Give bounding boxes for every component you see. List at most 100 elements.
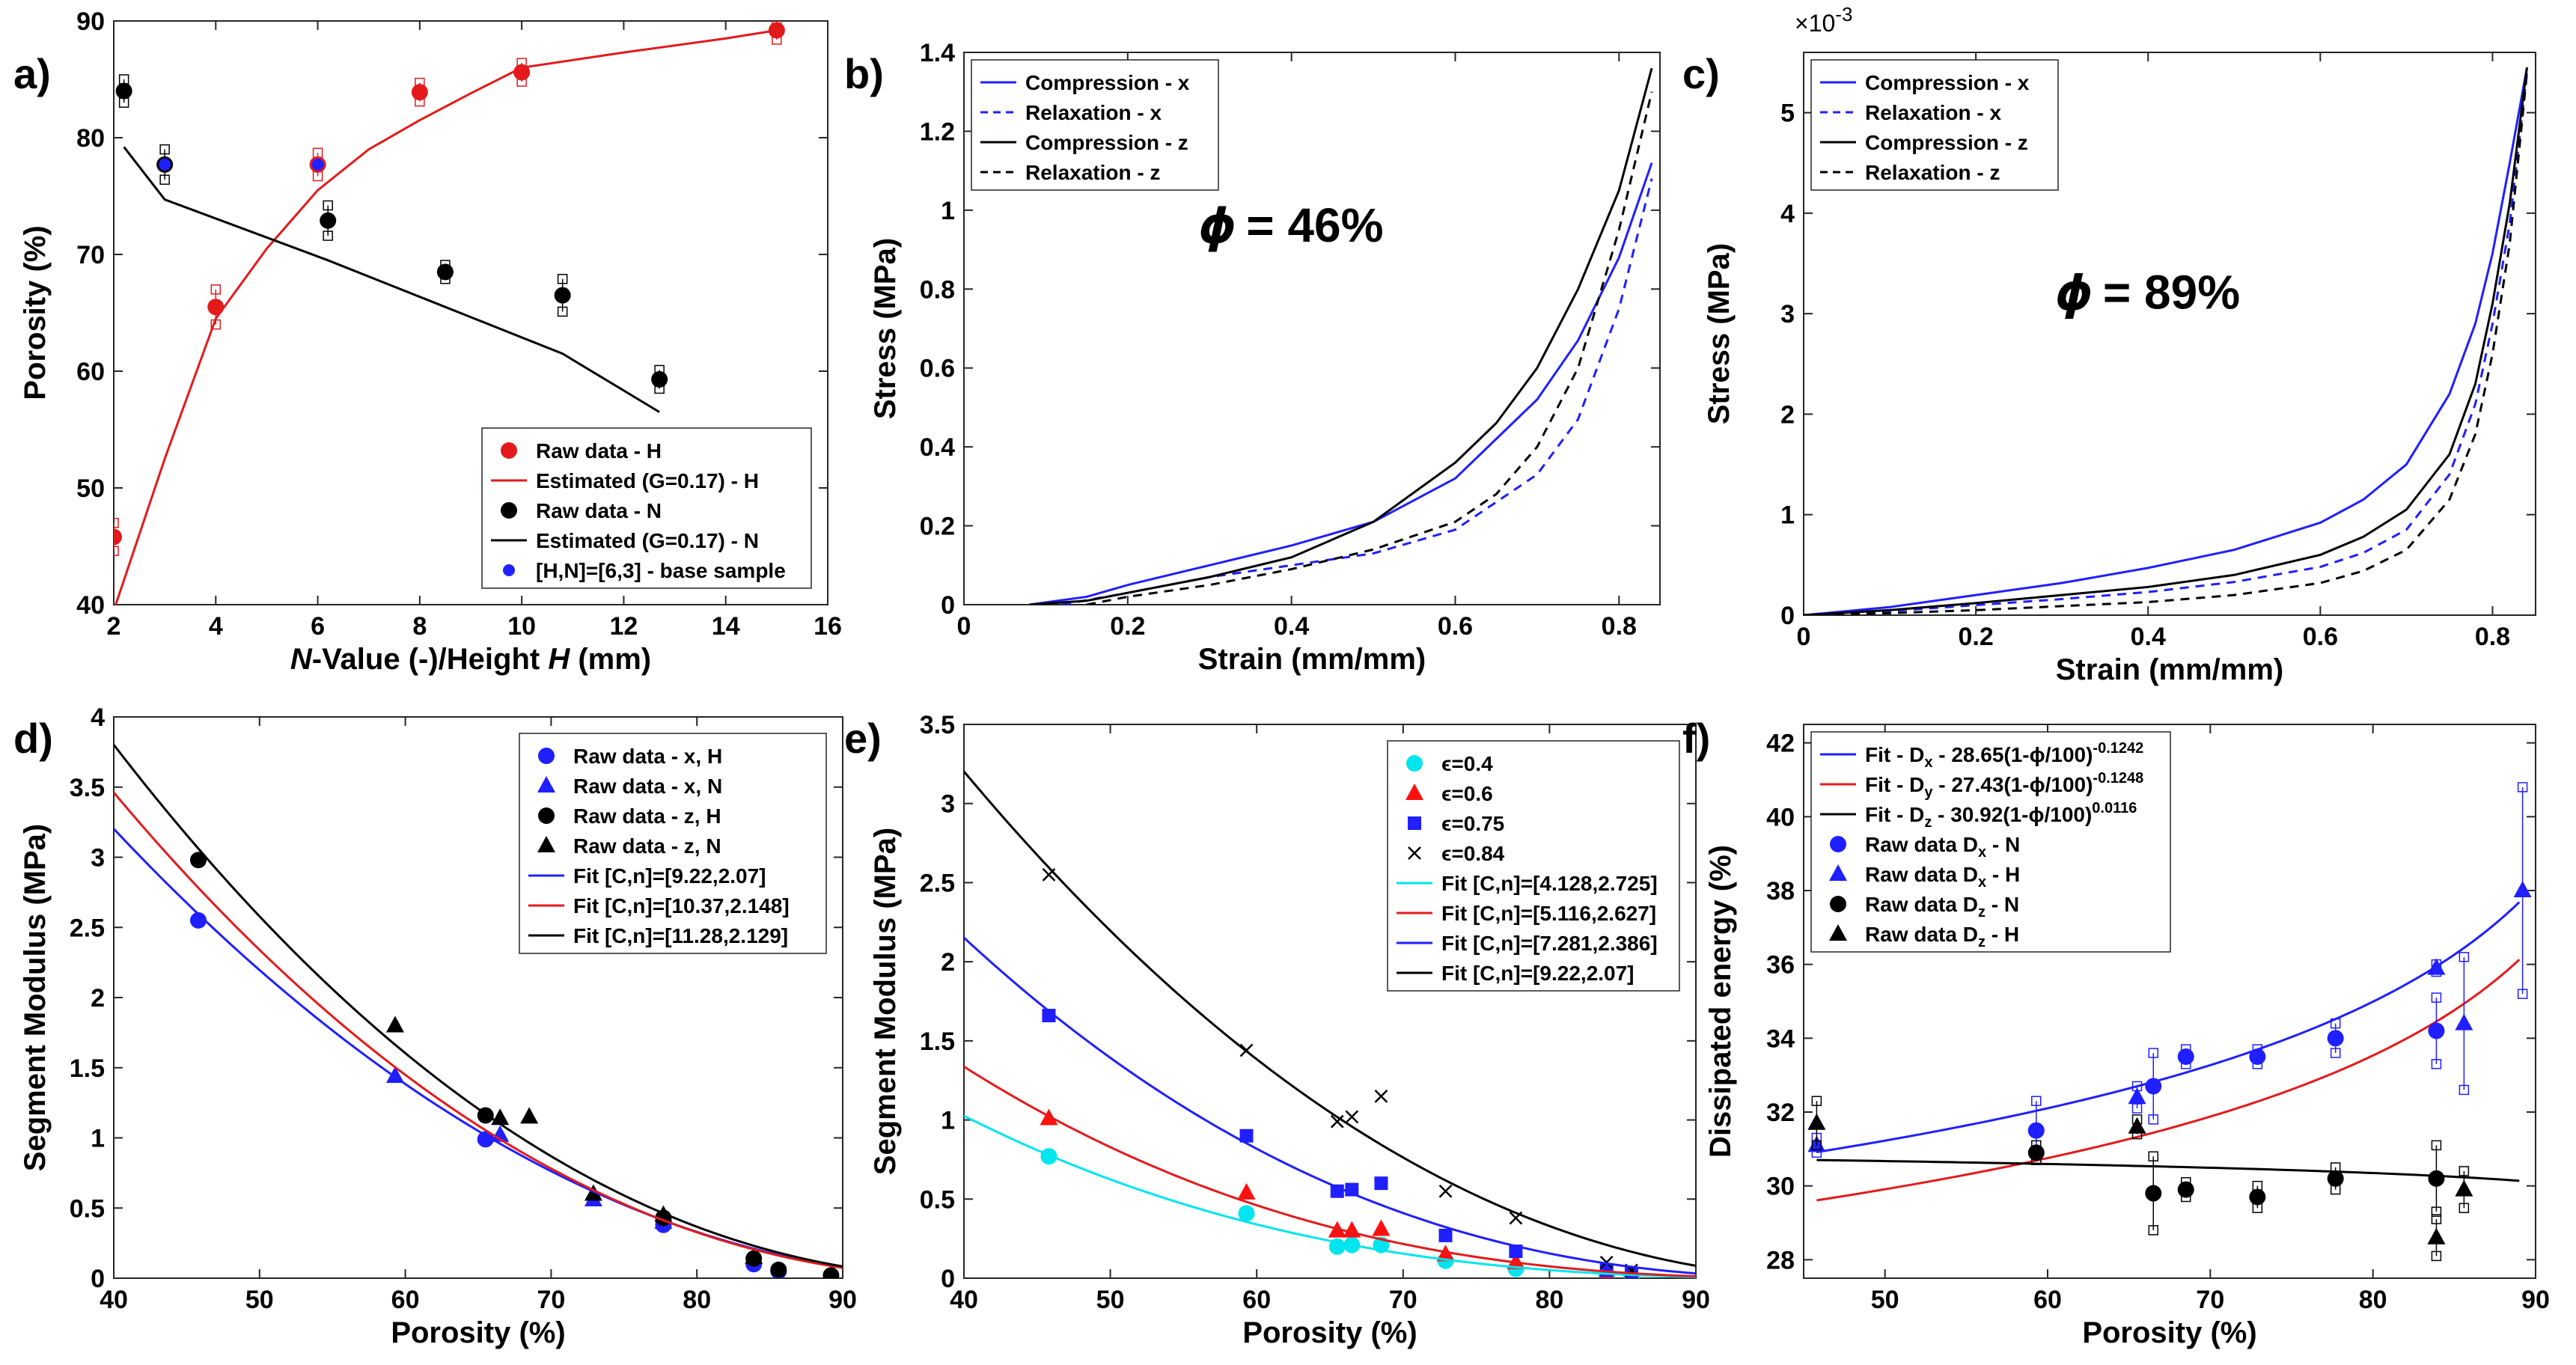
y-axis-label: Porosity (%) (19, 225, 52, 400)
series-d-3-point (520, 1107, 539, 1124)
x-axis-label-part: -Value (-)/Height (312, 643, 549, 676)
series-e-2-point (1042, 1009, 1056, 1023)
series-f-1-fit-line (1816, 959, 2521, 1202)
error-cap (1811, 1096, 1822, 1106)
y-tick-label: 70 (76, 241, 105, 269)
error-cap (2431, 1140, 2442, 1151)
x-axis-label: Porosity (%) (1242, 1316, 1417, 1349)
legend-marker (1830, 836, 1846, 852)
x-tick-label: 0.6 (2303, 623, 2338, 651)
x-axis-label-part: N (290, 643, 313, 676)
y-tick-label: 80 (76, 124, 105, 153)
series-d-2-point (189, 852, 207, 869)
series-f-3-point (2428, 1022, 2445, 1039)
legend-label: Raw data - z, N (573, 834, 721, 858)
series-e-2-point (1239, 1129, 1254, 1143)
legend: Compression - x Relaxation - x Compression… (971, 59, 1219, 191)
series-f-3-point (2249, 1048, 2266, 1065)
legend-text: Fit - D (1865, 773, 1924, 796)
y-tick-label: 3.5 (70, 774, 105, 802)
panel-label: b) (844, 50, 884, 97)
x-tick-label: 80 (1535, 1286, 1563, 1314)
series-f-0-fit-line (1816, 901, 2521, 1154)
legend-subscript: z (1924, 814, 1932, 831)
y-tick-label: 32 (1766, 1099, 1795, 1127)
legend-label: Fit - Dy - 27.43(1-ϕ/100)-0.1248 (1865, 770, 2143, 801)
legend-text: Estimated (G=0.17) - N (536, 529, 759, 552)
error-cap (557, 306, 568, 317)
error-cap (323, 230, 333, 241)
panel-c: 0 0.2 0.4 0.6 0.8 0 1 2 3 4 5 c) Stress (MPa) Strain … (1682, 3, 2536, 686)
legend-text: Fit [C,n]=[7.281,2.386] (1441, 932, 1658, 955)
x-tick-label: 40 (100, 1286, 128, 1314)
x-tick-label: 2 (107, 612, 121, 641)
legend-marker (538, 807, 555, 824)
legend: ϵ=0.4 ϵ=0.6 ϵ=0.75 ϵ=0.84 Fit [C,n]=[4.128,2… (1387, 740, 1680, 992)
legend-label: Raw data - N (536, 499, 662, 522)
x-tick-label: 14 (712, 612, 740, 641)
x-tick-label: 4 (209, 612, 223, 641)
y-tick-label: 1 (91, 1125, 105, 1153)
error-cap (2431, 1251, 2442, 1262)
legend-label: Fit [C,n]=[5.116,2.627] (1441, 902, 1656, 925)
error-cap (2459, 1203, 2470, 1214)
x-tick-label: 0.2 (1958, 623, 1993, 651)
legend-text-rest: - N (1986, 833, 2020, 856)
legend-text: Raw data - z, N (573, 834, 721, 858)
legend-label: Compression - z (1865, 131, 2028, 154)
legend-subscript: z (1978, 904, 1986, 920)
legend-text: Raw data - x, H (573, 745, 722, 768)
series-a-2-point (554, 287, 571, 304)
x-axis-label: Strain (mm/mm) (2056, 653, 2284, 686)
panel-a: 2 4 6 8 10 12 14 16 40 50 60 70 80 90 a) Porosity (%) N-… (13, 7, 842, 676)
legend-text: Fit [C,n]=[10.37,2.148] (573, 894, 790, 917)
legend-label: Raw data - x, N (573, 775, 722, 798)
legend-subscript: z (1978, 934, 1986, 950)
error-cap (2517, 989, 2528, 999)
y-tick-label: 2.5 (920, 869, 955, 897)
series-d-3-point (385, 1016, 404, 1033)
legend-label: Estimated (G=0.17) - H (536, 469, 759, 492)
legend-text: Relaxation - z (1025, 161, 1160, 184)
legend-label: Fit - Dx - 28.65(1-ϕ/100)-0.1242 (1865, 740, 2143, 771)
series-f-4-point (2455, 1013, 2473, 1030)
series-f-6-point (1807, 1113, 1826, 1130)
legend-text: Compression - z (1025, 131, 1188, 154)
legend-label: Estimated (G=0.17) - N (536, 529, 759, 552)
series-e-3-point (1345, 1110, 1359, 1124)
x-tick-label: 10 (507, 612, 536, 641)
y-tick-label: 4 (1780, 200, 1795, 228)
y-tick-label: 1.4 (920, 39, 955, 67)
x-tick-label: 80 (2359, 1286, 2387, 1314)
series-a-0-point (114, 528, 122, 546)
x-tick-label: 70 (2196, 1286, 2224, 1314)
error-cap (2148, 1151, 2159, 1161)
x-tick-label: 0.2 (1110, 612, 1145, 641)
y-tick-label: 36 (1766, 951, 1795, 980)
legend-box (481, 427, 812, 589)
y-tick-label: 0 (941, 1265, 955, 1293)
exponent-base: ×10 (1795, 10, 1835, 37)
legend-marker (537, 836, 555, 852)
legend-text-rest: - H (1986, 863, 2020, 886)
series-a-2-point (436, 263, 454, 281)
series-d-0-point (189, 911, 207, 929)
x-axis-label: Strain (mm/mm) (1198, 643, 1426, 676)
legend-text: Relaxation - x (1865, 101, 2001, 124)
legend-label: ϵ=0.4 (1441, 752, 1493, 775)
legend-text: Raw data D (1865, 833, 1978, 856)
legend-text: Raw data D (1865, 893, 1978, 916)
series-f-5-point (2145, 1185, 2162, 1202)
y-axis-label: Stress (MPa) (1703, 243, 1736, 424)
series-layer (964, 770, 1696, 1278)
legend-text-rest: - 28.65(1-ϕ/100) (1932, 743, 2093, 766)
series-e-1-point (1507, 1252, 1525, 1269)
x-tick-label: 8 (412, 612, 427, 641)
error-cap (1811, 1140, 1822, 1151)
y-tick-label: 2.5 (70, 914, 105, 942)
y-tick-label: 90 (76, 7, 105, 36)
legend-marker (1829, 864, 1847, 881)
legend-text: Fit [C,n]=[9.22,2.07] (1441, 962, 1635, 985)
series-a-4-point (159, 158, 171, 171)
series-f-4-point (2427, 958, 2446, 975)
